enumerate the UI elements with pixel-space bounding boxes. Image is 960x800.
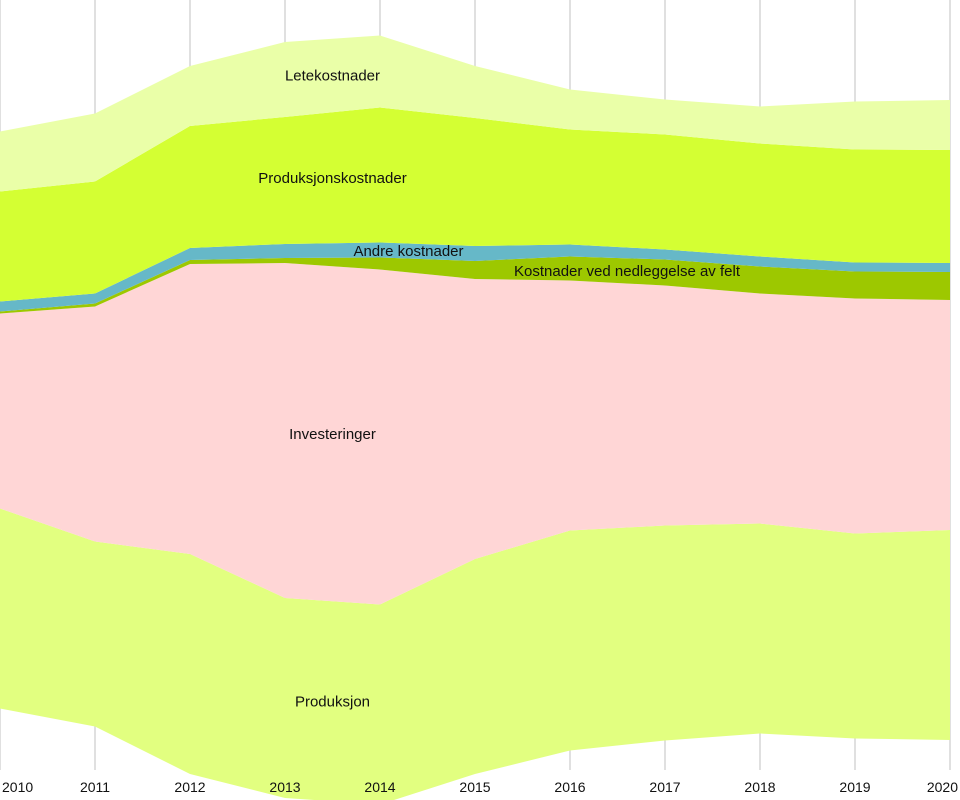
series-label-kostnader-ved-nedleggelse-av-felt: Kostnader ved nedleggelse av felt: [514, 263, 741, 280]
x-tick-label-2020: 2020: [927, 779, 958, 795]
x-tick-label-2014: 2014: [364, 779, 395, 795]
x-axis-tick-labels: 2010 2011 2012 2013 2014 2015 2016 2017 2018 2019…: [2, 779, 958, 795]
series-label-investeringer: Investeringer: [289, 426, 376, 443]
x-tick-label-2010: 2010: [2, 779, 33, 795]
series-areas: [0, 35, 950, 800]
x-tick-label-2012: 2012: [174, 779, 205, 795]
x-tick-label-2015: 2015: [459, 779, 490, 795]
x-tick-label-2013: 2013: [269, 779, 300, 795]
x-tick-label-2018: 2018: [744, 779, 775, 795]
x-tick-label-2016: 2016: [554, 779, 585, 795]
area-produksjonskostnader: [0, 107, 950, 302]
series-label-produksjonskostnader: Produksjonskostnader: [258, 170, 406, 187]
series-label-produksjon: Produksjon: [295, 693, 370, 710]
x-tick-label-2019: 2019: [839, 779, 870, 795]
x-tick-label-2017: 2017: [649, 779, 680, 795]
series-label-letekostnader: Letekostnader: [285, 68, 380, 85]
area-kostnader-ved-nedleggelse-av-felt: [0, 256, 950, 314]
area-investeringer: [0, 263, 950, 605]
area-produksjon: [0, 508, 950, 800]
area-andre-kostnader: [0, 242, 950, 312]
series-labels: Produksjon Investeringer Kostnader ved ned…: [258, 68, 741, 711]
x-tick-label-2011: 2011: [80, 779, 110, 795]
area-letekostnader: [0, 35, 950, 192]
series-label-andre-kostnader: Andre kostnader: [353, 243, 463, 260]
